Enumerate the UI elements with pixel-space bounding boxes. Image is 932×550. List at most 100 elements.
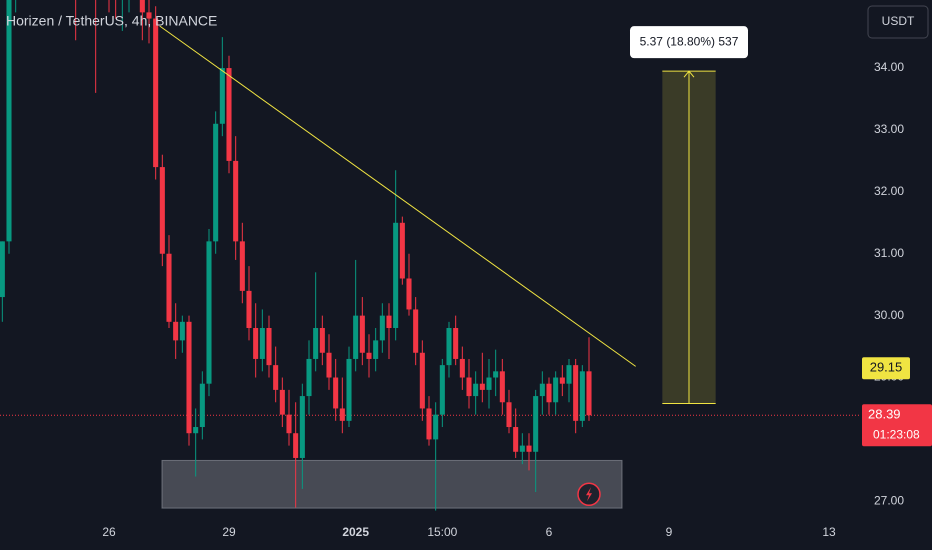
candle-body [319,328,325,353]
candle-body [246,290,252,329]
candle-body [419,352,425,409]
candle-body [226,68,232,161]
candle-body [346,358,352,421]
measure-label: 5.37 (18.80%) 537 [640,34,739,48]
candle-body [526,445,532,452]
candle-body [473,383,479,397]
x-tick-label: 13 [822,525,836,539]
candle-body [399,222,405,279]
trendline [159,25,636,367]
candle-body [166,253,172,322]
x-tick-label: 15:00 [427,525,457,539]
candle-body [579,371,585,421]
candle-body [453,328,459,359]
axes: 27.0028.0029.0030.0031.0032.0033.0034.00… [102,60,932,539]
x-tick-label: 2025 [342,525,369,539]
x-tick-label: 26 [102,525,116,539]
candle-body [373,340,379,359]
candle-body [459,358,465,378]
candle-body [339,408,345,421]
candle-body [513,427,519,452]
candle-body [213,123,219,242]
y-tick-label: 27.00 [874,493,904,507]
measure-arrowhead [683,70,695,78]
candle-body [306,358,312,397]
candle-body [326,352,332,378]
candle-body [366,352,372,359]
candle-body [266,328,272,366]
y-tick-label: 30.00 [874,308,904,322]
candle-body [439,365,445,415]
candle-body [219,68,225,124]
candle-body [193,427,199,434]
candle-body [393,222,399,329]
alert-icon-bolt [586,487,592,502]
candle-body [239,241,245,291]
candle-body [359,315,365,353]
candle-body [426,408,432,440]
candle-body [553,377,559,403]
candle-body [499,371,505,403]
chart-title: Horizen / TetherUS, 4h, BINANCE [6,13,217,29]
candle-body [313,328,319,359]
marker-price-box [862,357,910,380]
candle-body [299,396,305,458]
y-tick-label: 34.00 [874,60,904,74]
candle-body [199,383,205,428]
candle-body [466,377,472,397]
candle-body [179,321,185,341]
candle-body [6,0,12,242]
candle-body [286,414,292,434]
candle-body [546,383,552,403]
support-zone [161,459,623,509]
candle-body [139,0,145,13]
candle-body [253,328,259,359]
unit-box[interactable] [867,5,929,39]
candle-body [479,383,485,390]
candle-body [433,414,439,440]
candle-body [493,371,499,378]
y-tick-label: 33.00 [874,122,904,136]
candle-body [186,321,192,434]
candle-body [413,309,419,353]
measure-label-box [630,26,748,59]
candle-body [279,389,285,415]
candle-body [559,377,565,384]
last-price-label: 28.39 [868,407,901,422]
last-price-box [862,404,932,447]
candle-body [386,315,392,329]
candle-body [159,167,165,254]
candle-body [586,371,592,416]
candle-body [0,241,5,298]
candle-body [573,365,579,421]
candle-body [206,241,212,384]
y-tick-label: 32.00 [874,184,904,198]
x-tick-label: 29 [222,525,236,539]
candle-body [173,321,179,341]
candle-body [233,160,239,242]
marker-price-label: 29.15 [870,360,903,375]
candle-body [293,433,299,458]
candle-body [486,377,492,390]
candle-body [533,396,539,452]
x-tick-label: 6 [546,525,553,539]
candle-body [539,383,545,397]
candle-body [379,315,385,341]
candle-body [506,402,512,428]
candle-body [406,278,412,310]
plot-area: 5.37 (18.80%) 537 [0,0,860,511]
candle-body [566,365,572,384]
candle-body [146,12,152,19]
candle-body [153,18,159,168]
x-tick-label: 9 [666,525,673,539]
y-axis-label[interactable]: USDT [882,14,915,28]
countdown-label: 01:23:08 [873,427,920,441]
candle-body [446,328,452,366]
y-tick-label: 31.00 [874,246,904,260]
candle-body [273,365,279,390]
candle-body [519,445,525,452]
candle-body [333,377,339,409]
candle-body [353,315,359,359]
candle-body [259,328,265,359]
